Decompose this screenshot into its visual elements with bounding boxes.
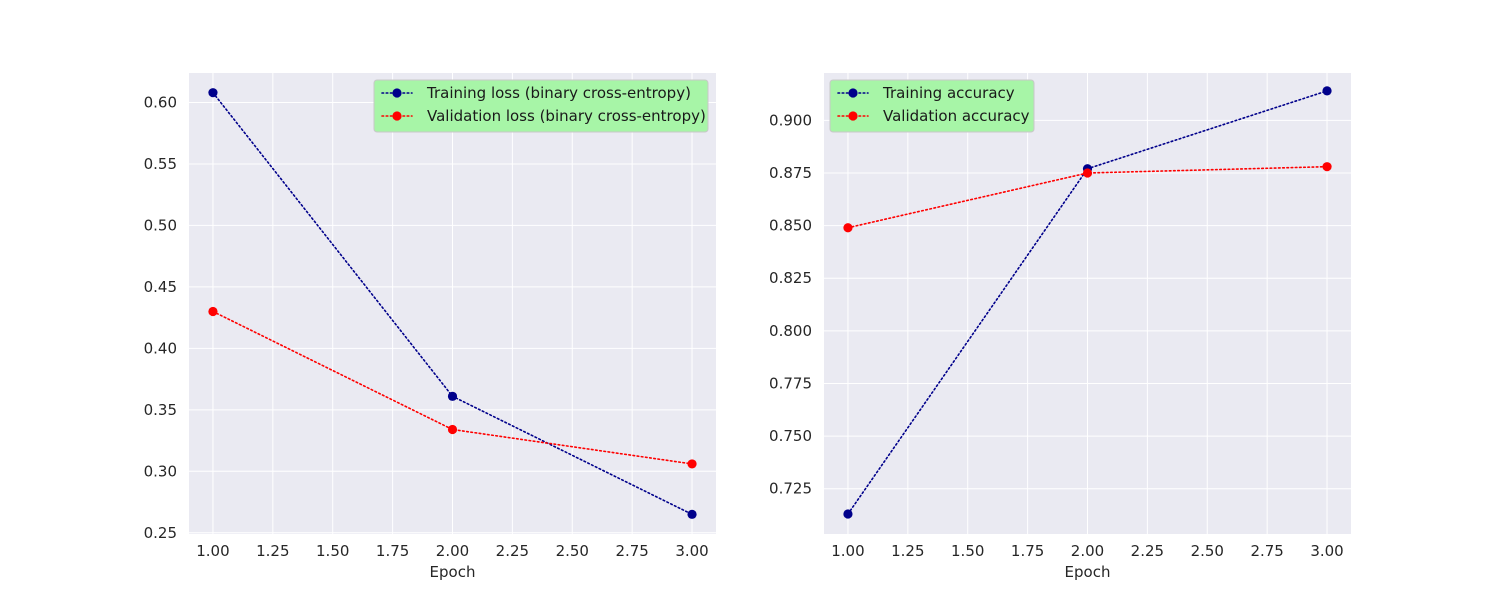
loss-y-tick-label: 0.55 xyxy=(144,155,177,173)
accuracy-y-tick-label: 0.900 xyxy=(769,111,812,129)
accuracy-data-point xyxy=(843,509,853,519)
accuracy-x-tick-label: 2.00 xyxy=(1071,542,1104,560)
accuracy-x-tick-label: 3.00 xyxy=(1310,542,1343,560)
accuracy-data-point xyxy=(1082,168,1093,178)
loss-x-tick-label: 1.00 xyxy=(196,542,229,560)
loss-legend: Training loss (binary cross-entropy) Vali… xyxy=(373,79,709,133)
accuracy-y-tick-label: 0.775 xyxy=(769,374,812,392)
loss-x-tick-label: 2.50 xyxy=(556,542,589,560)
loss-x-tick-label: 2.25 xyxy=(496,542,529,560)
loss-data-point xyxy=(208,88,218,98)
accuracy-chart: 1.00 1.25 1.50 1.75 2.00 2.25 2.50 2.75 3.00 0.72… xyxy=(769,73,1351,581)
accuracy-x-tick-label: 1.25 xyxy=(891,542,924,560)
loss-data-point xyxy=(687,509,697,519)
accuracy-y-tick-label: 0.850 xyxy=(769,217,812,235)
accuracy-x-axis-label: Epoch xyxy=(1065,563,1111,581)
accuracy-y-tick-label: 0.750 xyxy=(769,427,812,445)
loss-series-line xyxy=(212,310,693,465)
loss-x-tick-label: 1.75 xyxy=(376,542,409,560)
loss-series-validation xyxy=(208,306,697,469)
loss-data-point xyxy=(447,424,458,435)
loss-y-tick-label: 0.50 xyxy=(144,216,177,234)
accuracy-series-validation xyxy=(843,162,1332,233)
loss-y-tick-label: 0.45 xyxy=(144,278,177,296)
loss-legend-item: Training loss (binary cross-entropy) xyxy=(381,84,691,102)
accuracy-x-tick-label: 2.25 xyxy=(1131,542,1164,560)
accuracy-legend-marker xyxy=(848,88,858,98)
loss-legend-label: Training loss (binary cross-entropy) xyxy=(426,84,691,102)
loss-x-tick-label: 2.75 xyxy=(615,542,648,560)
accuracy-y-tick-label: 0.800 xyxy=(769,322,812,340)
accuracy-y-tick-label: 0.825 xyxy=(769,269,812,287)
loss-x-tick-label: 3.00 xyxy=(675,542,708,560)
accuracy-legend-item: Training accuracy xyxy=(837,84,1015,102)
loss-legend-marker xyxy=(392,111,402,121)
loss-series-training xyxy=(208,88,697,519)
loss-chart: 1.00 1.25 1.50 1.75 2.00 2.25 2.50 2.75 3.00 0.25… xyxy=(144,73,716,581)
accuracy-legend-label: Validation accuracy xyxy=(883,107,1030,125)
loss-x-tick-label: 1.50 xyxy=(316,542,349,560)
accuracy-x-tick-label: 1.00 xyxy=(831,542,864,560)
accuracy-y-tick-label: 0.875 xyxy=(769,164,812,182)
loss-grid xyxy=(189,73,716,534)
accuracy-x-tick-label: 2.75 xyxy=(1250,542,1283,560)
accuracy-x-tick-label: 2.50 xyxy=(1191,542,1224,560)
loss-x-tick-label: 2.00 xyxy=(436,542,469,560)
loss-y-tick-label: 0.25 xyxy=(144,524,177,542)
accuracy-x-tick-label: 1.50 xyxy=(951,542,984,560)
accuracy-y-tick-label: 0.725 xyxy=(769,480,812,498)
loss-y-tick-label: 0.40 xyxy=(144,339,177,357)
accuracy-legend-box xyxy=(829,79,1035,133)
loss-data-point xyxy=(208,306,218,317)
accuracy-x-tick-label: 1.75 xyxy=(1011,542,1044,560)
loss-legend-item: Validation loss (binary cross-entropy) xyxy=(381,107,706,125)
loss-legend-box xyxy=(373,79,709,133)
accuracy-legend: Training accuracy Validation accuracy xyxy=(829,79,1035,133)
accuracy-legend-item: Validation accuracy xyxy=(837,107,1030,125)
loss-data-point xyxy=(447,391,458,401)
accuracy-legend-marker xyxy=(848,111,858,121)
loss-legend-marker xyxy=(392,88,402,98)
accuracy-data-point xyxy=(1322,86,1332,96)
accuracy-data-point xyxy=(843,223,853,233)
accuracy-grid xyxy=(824,73,1351,534)
loss-data-point xyxy=(687,459,697,469)
loss-legend-label: Validation loss (binary cross-entropy) xyxy=(427,107,706,125)
accuracy-data-point xyxy=(1322,162,1332,172)
loss-y-tick-label: 0.35 xyxy=(144,401,177,419)
accuracy-legend-label: Training accuracy xyxy=(882,84,1015,102)
loss-x-axis-label: Epoch xyxy=(430,563,476,581)
loss-x-tick-label: 1.25 xyxy=(256,542,289,560)
loss-y-tick-label: 0.60 xyxy=(144,94,177,112)
loss-y-tick-label: 0.30 xyxy=(144,462,177,480)
